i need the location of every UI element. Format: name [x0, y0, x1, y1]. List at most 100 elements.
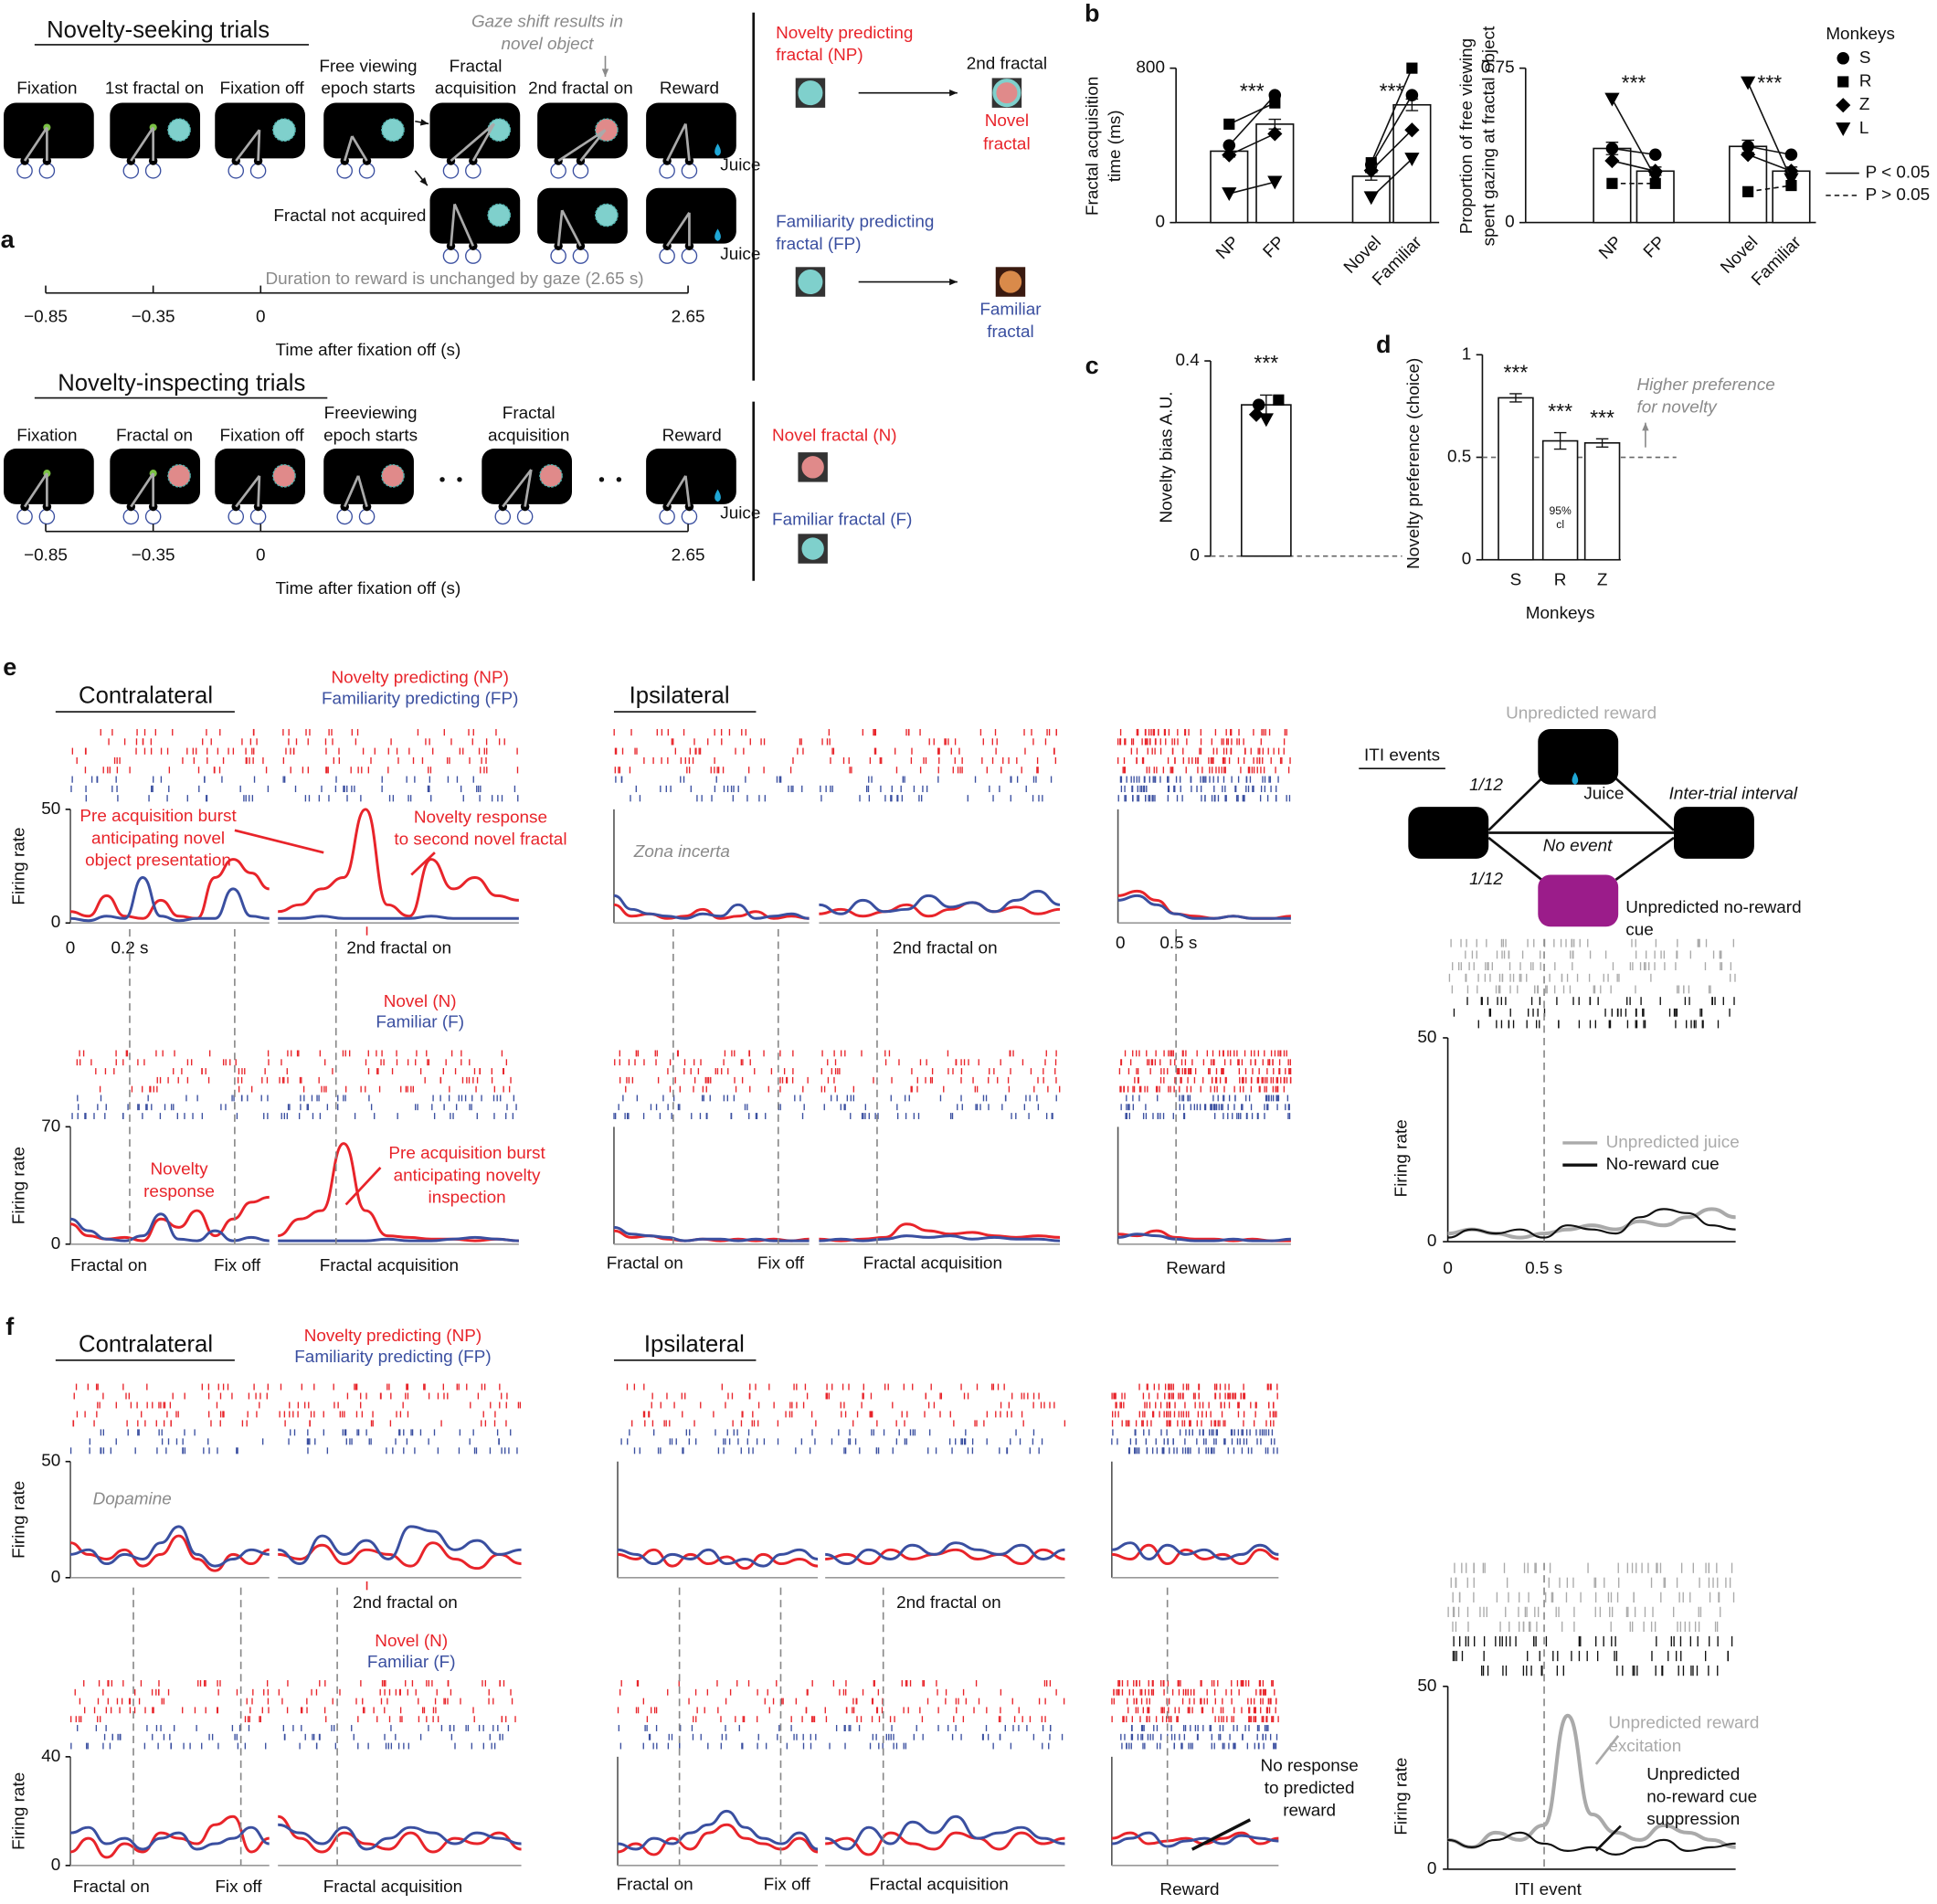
tick-label: 0: [256, 546, 266, 566]
eye: [38, 163, 56, 179]
label: fractal: [987, 323, 1034, 342]
label: Novel: [985, 111, 1029, 131]
screen: [1408, 807, 1489, 859]
fractal-icon: [381, 463, 405, 488]
annotation: No response: [1261, 1757, 1359, 1776]
fractal-icon: [798, 80, 823, 106]
significance: ***: [1504, 360, 1529, 384]
axis-label: Time after fixation off (s): [276, 341, 461, 360]
screen: [429, 102, 521, 159]
eye: [681, 163, 698, 179]
gaze-line: [130, 472, 154, 508]
marker: [1363, 163, 1379, 178]
x-tick-label: 0: [66, 939, 76, 958]
fractal-icon: [272, 463, 296, 488]
event-label: Reward: [1166, 1259, 1225, 1278]
trace: [617, 1548, 819, 1571]
ellipsis-dot: [439, 477, 445, 482]
bar: [1541, 439, 1579, 561]
step-label: epoch starts: [323, 427, 418, 446]
tick-label: −0.85: [24, 308, 68, 327]
pair-line: [1747, 145, 1792, 156]
annotation: Novelty: [151, 1160, 209, 1179]
gaze-line: [524, 469, 533, 507]
event-label: Fix off: [764, 1875, 811, 1894]
label: Familiarity predicting: [776, 213, 934, 232]
marker: [1404, 153, 1420, 167]
label: Novelty predicting: [776, 24, 913, 43]
x-tick-label: 0.5 s: [1159, 934, 1197, 953]
legend-label: No-reward cue: [1606, 1155, 1720, 1174]
label: Familiar: [979, 301, 1041, 320]
eye: [144, 508, 162, 525]
screen: [1538, 874, 1619, 927]
bar: [1240, 404, 1292, 557]
annotation: inspection: [429, 1189, 506, 1208]
annotation: Unpredicted reward: [1608, 1713, 1759, 1732]
y-axis-label: Firing rate: [10, 1772, 29, 1850]
annotation: Unpredicted: [1646, 1765, 1740, 1784]
fractal-icon: [801, 456, 824, 479]
y-tick-label: 50: [1417, 1677, 1436, 1696]
label: Juice: [720, 245, 760, 264]
marker: [1742, 185, 1754, 197]
label: 2nd fractal: [967, 55, 1047, 74]
label: fractal (NP): [776, 46, 863, 65]
eye: [465, 163, 482, 179]
section-title: Contralateral: [79, 683, 213, 709]
y-tick-label: 0.75: [1481, 58, 1515, 78]
gaze-line: [556, 209, 564, 247]
marker: [1604, 153, 1620, 169]
panel-label: b: [1085, 0, 1100, 27]
trace: [613, 894, 810, 920]
event-label: Fractal acquisition: [320, 1256, 459, 1275]
fractal-icon: [999, 270, 1022, 293]
y-tick-label: 40: [41, 1747, 60, 1766]
event-label: Fractal acquisition: [863, 1253, 1002, 1273]
legend-title: Monkeys: [1826, 25, 1895, 44]
screen: [537, 102, 628, 159]
gaze-line: [560, 209, 582, 247]
section-title: Ipsilateral: [630, 683, 730, 709]
eye: [249, 508, 267, 525]
label: Juice: [720, 155, 760, 175]
marker: [1248, 407, 1265, 422]
annotation: Dopamine: [93, 1490, 172, 1509]
pair-line: [1228, 94, 1275, 146]
legend-label: R: [1859, 71, 1872, 90]
y-axis-label: Firing rate: [10, 1147, 29, 1224]
trace: [617, 1548, 819, 1568]
trace: [278, 1541, 522, 1571]
eye: [358, 508, 376, 525]
eye: [550, 163, 566, 179]
tick-label: −0.35: [132, 308, 175, 327]
eye: [144, 163, 162, 179]
gaze-line: [450, 122, 495, 163]
step-label: acquisition: [488, 427, 569, 446]
panel-label: d: [1376, 331, 1392, 358]
pair-line: [1612, 147, 1656, 156]
gaze-line: [130, 126, 154, 162]
gaze-line: [453, 203, 475, 247]
bar: [1583, 441, 1621, 561]
fractal-icon: [801, 537, 824, 560]
legend-label: Novel (N): [384, 992, 457, 1011]
significance: ***: [1240, 79, 1265, 103]
gaze-line: [356, 475, 368, 507]
eye: [249, 163, 267, 179]
annotation: Zona incerta: [633, 842, 730, 862]
significance: ***: [1254, 351, 1278, 375]
trace: [278, 1823, 522, 1851]
annotation-line: [410, 852, 436, 876]
y-tick-label: 50: [41, 799, 60, 819]
trace: [819, 1234, 1061, 1243]
y-axis-label: Proportion of free viewing: [1457, 38, 1477, 234]
trace: [819, 1222, 1061, 1243]
step-label: Fixation off: [220, 427, 305, 446]
y-tick-label: 800: [1136, 58, 1165, 78]
event-label: 2nd fractal on: [893, 939, 998, 958]
juice-drop: [1572, 772, 1579, 785]
y-tick-label: 0: [1427, 1859, 1437, 1878]
y-tick-label: 0: [51, 913, 61, 932]
